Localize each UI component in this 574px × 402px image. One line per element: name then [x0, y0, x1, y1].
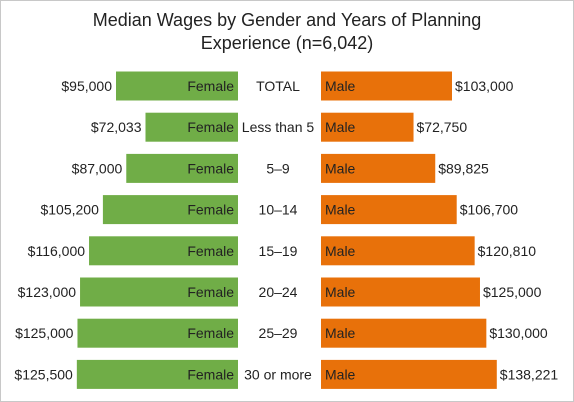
male-bar: [321, 359, 497, 389]
category-label: 30 or more: [244, 366, 312, 382]
male-value-label: $106,700: [460, 202, 519, 218]
male-bar-label: Male: [325, 160, 356, 176]
female-bar-label: Female: [187, 160, 234, 176]
female-bar-label: Female: [187, 78, 234, 94]
male-bar: [321, 195, 457, 225]
female-bar: [80, 277, 238, 307]
female-bar: [77, 318, 238, 348]
male-bar: [321, 318, 487, 348]
chart-title-line-1: Median Wages by Gender and Years of Plan…: [92, 10, 482, 30]
female-bar: [89, 236, 238, 266]
male-value-label: $103,000: [455, 78, 514, 94]
female-bar: [116, 71, 238, 101]
male-value-label: $130,000: [489, 325, 548, 341]
female-bar-label: Female: [187, 284, 234, 300]
male-bar-label: Male: [325, 202, 356, 218]
male-bar-label: Male: [325, 119, 356, 135]
female-bar: [76, 359, 239, 389]
female-bar-label: Female: [187, 366, 234, 382]
female-value-label: $116,000: [28, 243, 86, 259]
male-bar-label: Male: [325, 325, 356, 341]
female-bar: [102, 195, 238, 225]
category-label: Less than 5: [242, 119, 315, 135]
male-bar-label: Male: [325, 243, 356, 259]
male-value-label: $138,221: [500, 366, 559, 382]
female-bar: [126, 153, 238, 183]
female-bar-label: Female: [187, 243, 234, 259]
female-bar-label: Female: [187, 325, 234, 341]
male-bar: [321, 112, 414, 142]
male-bar: [321, 277, 480, 307]
female-bar: [145, 112, 238, 142]
chart-title-line-2: Experience (n=6,042): [200, 33, 374, 53]
male-bar: [321, 236, 475, 266]
female-value-label: $87,000: [72, 160, 123, 176]
male-value-label: $89,825: [438, 160, 489, 176]
male-bar-label: Male: [325, 78, 356, 94]
female-bar-label: Female: [187, 119, 234, 135]
female-value-label: $125,000: [15, 325, 74, 341]
male-bar-label: Male: [325, 284, 356, 300]
male-bar-label: Male: [325, 366, 356, 382]
category-label: 20–24: [259, 284, 298, 300]
male-value-label: $72,750: [417, 119, 468, 135]
category-label: 5–9: [266, 160, 290, 176]
category-label: 10–14: [259, 202, 298, 218]
male-bar: [321, 71, 452, 101]
female-value-label: $105,200: [40, 202, 99, 218]
female-value-label: $123,000: [18, 284, 77, 300]
chart-title: Median Wages by Gender and Years of Plan…: [1, 9, 573, 55]
category-label: 25–29: [259, 325, 298, 341]
category-label: 15–19: [259, 243, 298, 259]
male-bar: [321, 153, 436, 183]
female-value-label: $125,500: [14, 366, 73, 382]
female-value-label: $72,033: [91, 119, 142, 135]
male-value-label: $125,000: [483, 284, 542, 300]
female-bar-label: Female: [187, 202, 234, 218]
male-value-label: $120,810: [478, 243, 537, 259]
female-value-label: $95,000: [61, 78, 112, 94]
category-label: TOTAL: [256, 78, 300, 94]
